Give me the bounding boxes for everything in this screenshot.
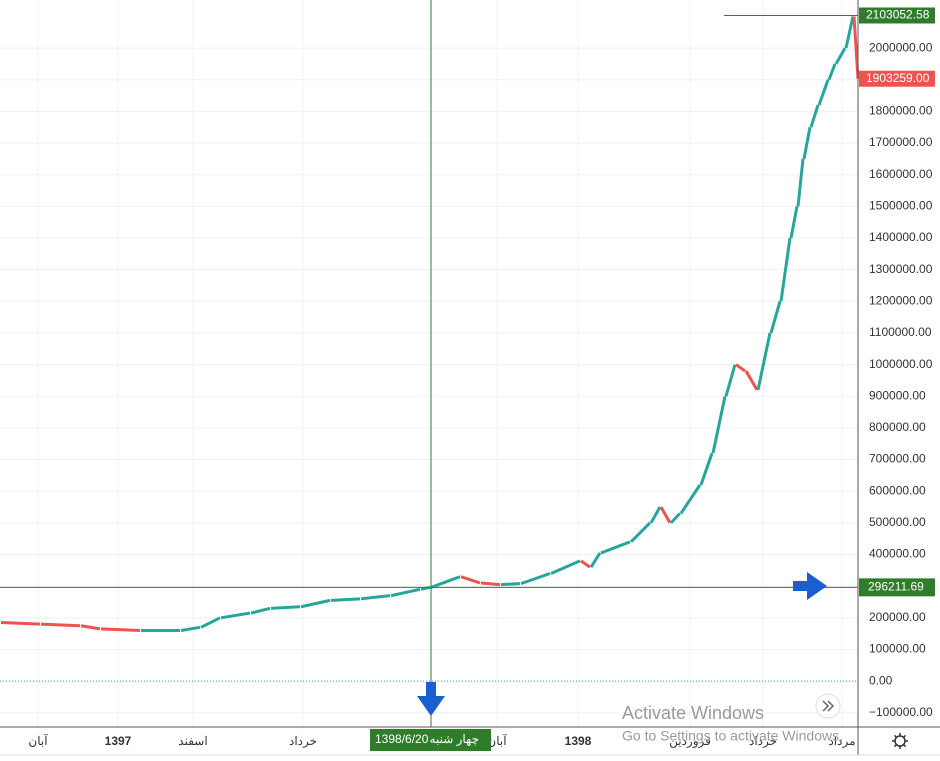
candle: [724, 364, 737, 397]
candle: [40, 622, 81, 628]
high-price-tag: [859, 7, 935, 24]
candle: [80, 624, 101, 631]
candle: [629, 521, 652, 543]
scroll-icon: [822, 700, 835, 712]
candle: [430, 575, 461, 589]
y-tick-label: 1100000.00: [869, 325, 932, 339]
y-tick-label: 0.00: [869, 673, 893, 687]
candle: [250, 606, 271, 615]
candle: [844, 16, 855, 49]
candle: [0, 621, 41, 626]
y-tick-label: −100000.00: [869, 705, 933, 719]
grid: [0, 0, 858, 727]
y-tick-label: 100000.00: [869, 642, 926, 656]
candle: [480, 581, 501, 587]
candle: [100, 627, 141, 632]
candle: [789, 206, 799, 239]
candle: [827, 63, 837, 81]
candle: [809, 104, 820, 128]
crosshair-date-tag: [370, 729, 491, 751]
candle: [744, 370, 759, 391]
candle: [520, 572, 551, 586]
y-tick-label: 900000.00: [869, 388, 926, 402]
candle: [834, 47, 847, 65]
high-price-label: 2103052.58: [866, 8, 930, 22]
x-tick-label: آبان: [487, 733, 507, 748]
x-tick-label: مرداد: [828, 734, 855, 748]
candle: [360, 594, 391, 601]
candle: [756, 332, 772, 391]
candle: [589, 552, 602, 568]
candle: [330, 597, 361, 602]
candle: [460, 575, 481, 585]
y-tick-label: 1300000.00: [869, 262, 933, 276]
last-price-label: 1903259.00: [866, 71, 930, 85]
settings-button[interactable]: [892, 733, 908, 749]
candle: [802, 126, 812, 160]
x-tick-label: آبان: [28, 733, 48, 748]
y-tick-label: 2000000.00: [869, 40, 933, 54]
candle: [779, 237, 792, 302]
y-tick-label: 500000.00: [869, 515, 926, 529]
candle: [220, 611, 251, 620]
candle: [600, 540, 631, 555]
candle: [796, 158, 805, 207]
y-tick-label: 1500000.00: [869, 199, 933, 213]
candle: [769, 300, 782, 334]
y-tick-label: 600000.00: [869, 483, 926, 497]
crosshair-weekday: چهار شنبه: [430, 732, 479, 746]
gear-teeth: [892, 733, 908, 749]
down-arrow: [417, 682, 445, 716]
crosshair-price-label: 296211.69: [868, 580, 924, 594]
x-tick-label: اسفند: [178, 734, 207, 748]
right-arrow: [793, 572, 827, 600]
candle: [699, 452, 714, 486]
crosshair-date: 1398/6/20: [375, 732, 429, 746]
candle: [500, 582, 521, 587]
candle: [580, 559, 591, 569]
x-tick-label: خرداد: [749, 734, 777, 748]
x-tick-label: 1398: [565, 734, 592, 748]
y-tick-label: 1200000.00: [869, 293, 933, 307]
candle: [180, 625, 201, 632]
candle: [659, 506, 672, 524]
y-tick-label: 1400000.00: [869, 230, 933, 244]
candle: [200, 616, 221, 629]
y-tick-label: 800000.00: [869, 420, 926, 434]
candle: [300, 598, 331, 609]
y-tick-label: 1600000.00: [869, 167, 933, 181]
candle: [390, 587, 421, 598]
candle: [270, 605, 301, 610]
watermark-title: Activate Windows: [622, 703, 764, 723]
x-tick-label: خرداد: [289, 734, 317, 748]
y-tick-label: 400000.00: [869, 547, 926, 561]
y-tick-label: 1800000.00: [869, 104, 933, 118]
candle: [711, 395, 727, 454]
candle: [817, 79, 830, 106]
watermark-text: Go to Settings to activate Windows.: [622, 728, 843, 744]
y-tick-label: 700000.00: [869, 452, 926, 466]
y-tick-label: 1700000.00: [869, 135, 933, 149]
crosshair-price-tag: [859, 578, 935, 597]
last-price-tag: [859, 70, 935, 87]
candle: [735, 363, 746, 373]
candle: [669, 512, 682, 524]
candle: [649, 506, 662, 524]
y-tick-label: 200000.00: [869, 610, 926, 624]
candle: [852, 16, 860, 79]
y-tick-label: 1000000.00: [869, 357, 933, 371]
candle: [550, 559, 581, 575]
candle: [679, 484, 702, 515]
x-tick-label: 1397: [105, 734, 132, 748]
candles: [0, 16, 860, 632]
x-tick-label: فروردین: [669, 734, 711, 748]
